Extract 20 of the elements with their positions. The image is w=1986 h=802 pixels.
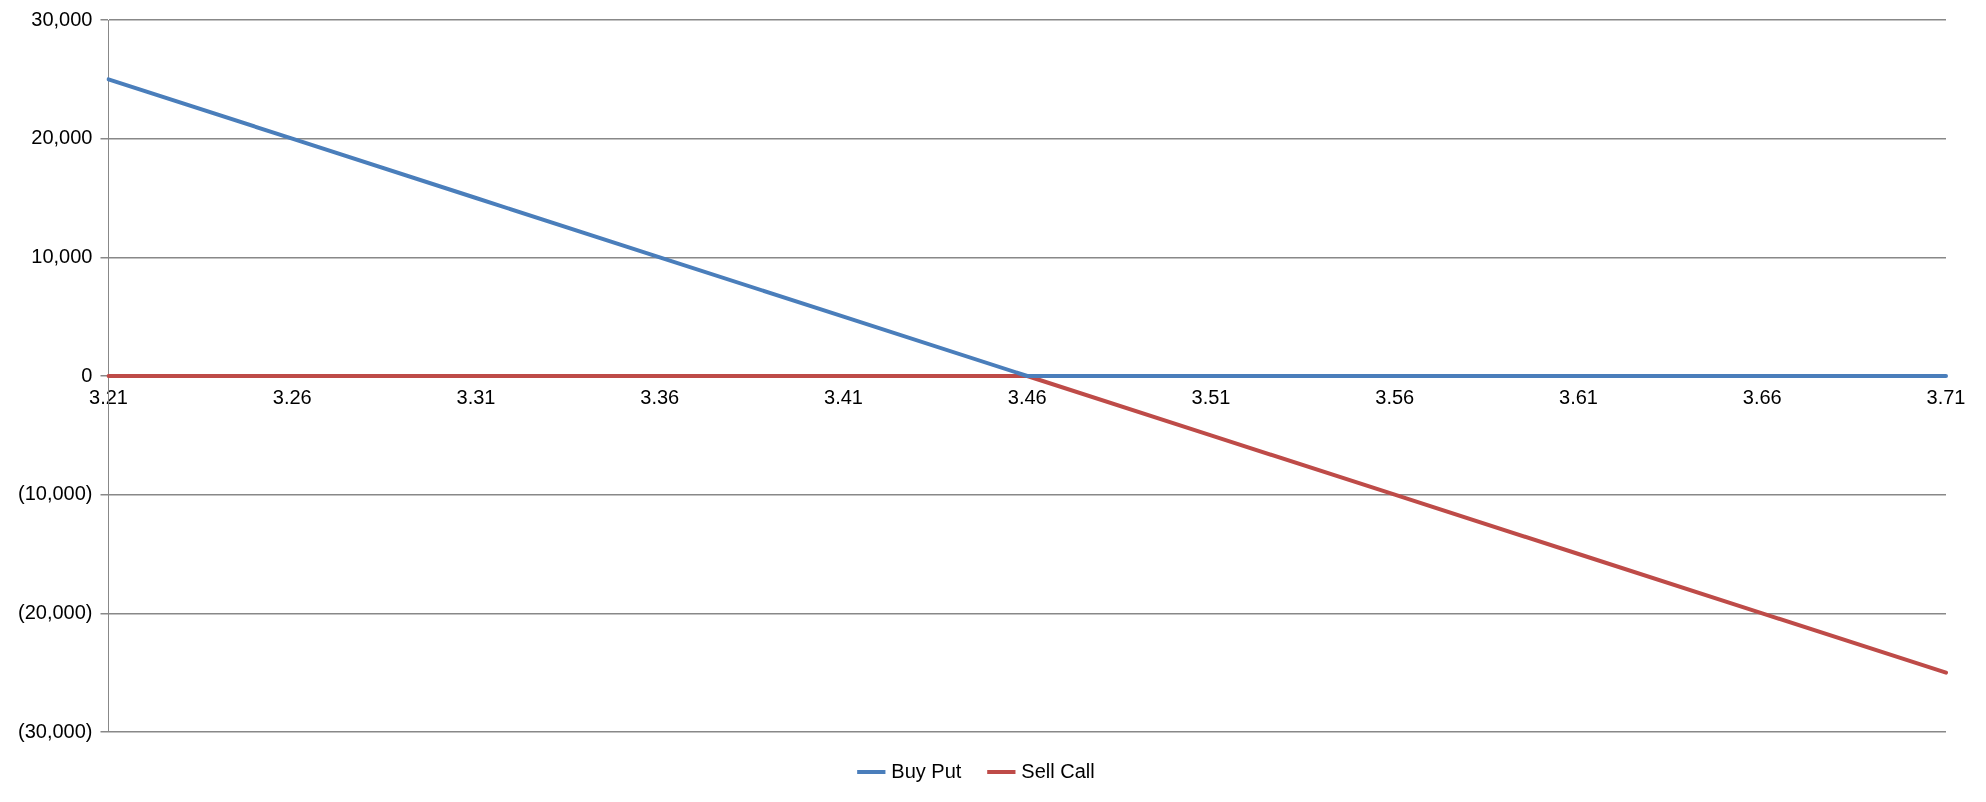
legend-label: Sell Call: [1021, 759, 1095, 782]
y-tick-label: (10,000): [17, 482, 93, 505]
y-tick-label: (30,000): [17, 719, 93, 742]
x-tick-label: 3.66: [1742, 385, 1782, 408]
y-tick-label: 10,000: [31, 244, 93, 267]
x-tick-label: 3.41: [824, 385, 863, 408]
x-tick-label: 3.46: [1007, 385, 1047, 408]
x-tick-label: 3.31: [456, 385, 496, 408]
x-tick-label: 3.56: [1375, 385, 1415, 408]
x-tick-label: 3.36: [640, 385, 680, 408]
x-tick-label: 3.26: [272, 385, 312, 408]
y-tick-label: 30,000: [31, 7, 93, 30]
y-tick-label: 0: [81, 363, 93, 386]
x-tick-label: 3.21: [89, 385, 128, 408]
x-tick-label: 3.71: [1926, 385, 1966, 408]
y-tick-label: (20,000): [17, 600, 93, 623]
legend-label: Buy Put: [891, 759, 962, 782]
x-tick-label: 3.61: [1559, 385, 1598, 408]
y-tick-label: 20,000: [31, 126, 93, 149]
x-tick-label: 3.51: [1191, 385, 1231, 408]
